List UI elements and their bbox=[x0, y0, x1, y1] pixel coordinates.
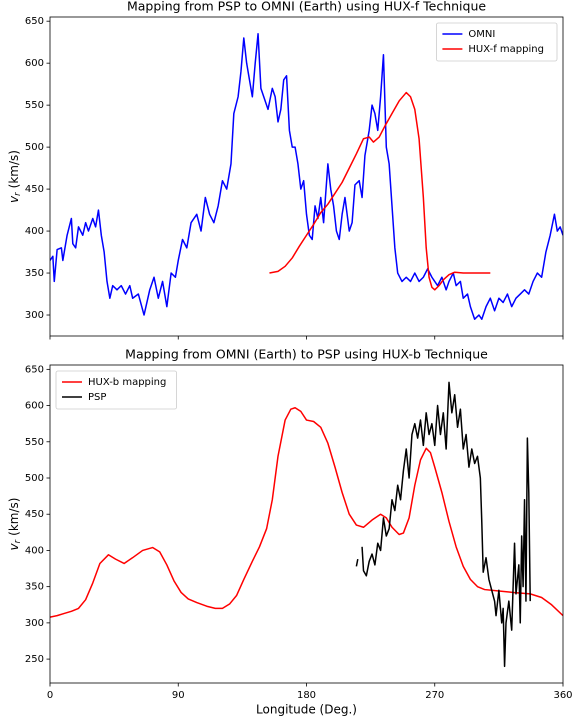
y-label-unit: (km/s) bbox=[7, 498, 21, 536]
chart-title: Mapping from PSP to OMNI (Earth) using H… bbox=[127, 0, 486, 14]
data-line bbox=[355, 381, 531, 668]
data-line bbox=[269, 91, 491, 291]
y-tick-label: 450 bbox=[25, 509, 44, 520]
y-tick-label: 550 bbox=[25, 100, 44, 111]
y-tick-label: 400 bbox=[25, 545, 44, 556]
y-tick-label: 600 bbox=[25, 401, 44, 412]
y-tick-label: 300 bbox=[25, 310, 44, 321]
y-tick-label: 250 bbox=[25, 654, 44, 665]
x-tick-label: 270 bbox=[425, 690, 444, 701]
x-axis-label: Longitude (Deg.) bbox=[256, 703, 357, 717]
legend-label: PSP bbox=[88, 392, 106, 403]
data-line bbox=[50, 33, 563, 320]
y-axis-label: vr (km/s) bbox=[7, 150, 23, 203]
y-tick-label: 300 bbox=[25, 618, 44, 629]
plot-area bbox=[50, 381, 563, 668]
y-label-symbol: v bbox=[7, 542, 21, 550]
legend-box bbox=[435, 22, 558, 62]
legend-box bbox=[55, 370, 177, 410]
x-tick-label: 0 bbox=[47, 690, 53, 701]
axes-frame bbox=[49, 16, 564, 337]
y-tick-label: 550 bbox=[25, 437, 44, 448]
y-label-unit: (km/s) bbox=[7, 150, 21, 188]
y-label-subscript: r bbox=[13, 539, 23, 543]
y-label-symbol: v bbox=[7, 195, 21, 203]
y-tick-label: 350 bbox=[25, 582, 44, 593]
legend-label: OMNI bbox=[468, 29, 495, 40]
legend-label: HUX-f mapping bbox=[468, 44, 544, 55]
data-line bbox=[50, 406, 563, 618]
y-tick-label: 400 bbox=[25, 226, 44, 237]
y-tick-label: 650 bbox=[25, 364, 44, 375]
axes-frame bbox=[49, 364, 564, 684]
x-tick-label: 90 bbox=[172, 690, 185, 701]
y-tick-label: 500 bbox=[25, 473, 44, 484]
plot-area bbox=[50, 33, 563, 320]
x-tick-label: 180 bbox=[297, 690, 316, 701]
y-tick-label: 450 bbox=[25, 184, 44, 195]
y-tick-label: 500 bbox=[25, 142, 44, 153]
y-label-subscript: r bbox=[13, 192, 23, 196]
y-tick-label: 650 bbox=[25, 16, 44, 27]
y-tick-label: 350 bbox=[25, 268, 44, 279]
chart-title: Mapping from OMNI (Earth) to PSP using H… bbox=[125, 347, 488, 362]
legend-label: HUX-b mapping bbox=[88, 377, 166, 388]
y-axis-label: vr (km/s) bbox=[7, 498, 23, 551]
y-tick-label: 600 bbox=[25, 58, 44, 69]
x-tick-label: 360 bbox=[553, 690, 572, 701]
